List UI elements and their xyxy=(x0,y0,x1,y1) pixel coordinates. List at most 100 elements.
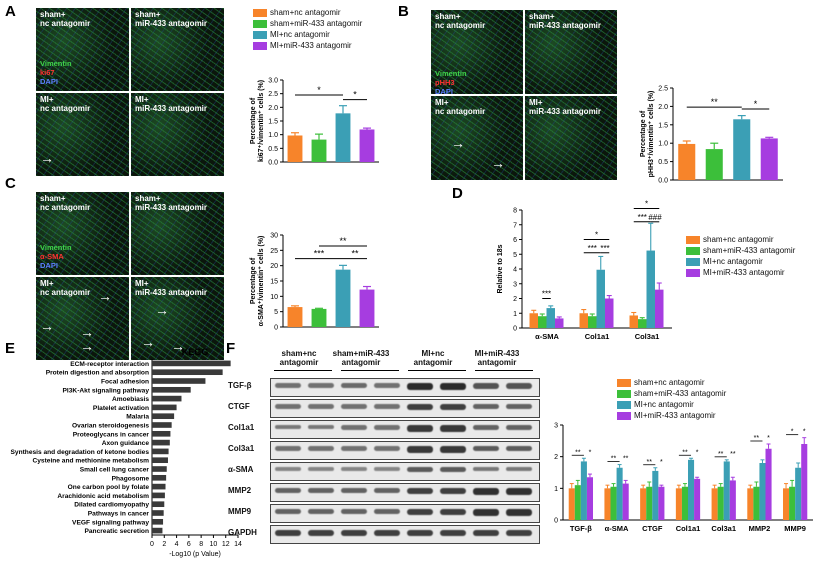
significance-label: * xyxy=(589,449,592,456)
panel-label-f: F xyxy=(226,340,236,357)
micrograph: sham+ miR-433 antagomir xyxy=(131,8,224,91)
blot-band xyxy=(308,467,334,471)
stain-label: Vimentin xyxy=(40,243,72,252)
bar xyxy=(646,486,653,520)
blot-band xyxy=(506,467,532,472)
bar xyxy=(152,378,206,384)
significance-label: * xyxy=(767,435,770,442)
bar xyxy=(568,488,575,520)
legend-swatch xyxy=(253,41,267,50)
stain-label: Vimentin xyxy=(435,69,467,78)
significance-label: ** xyxy=(351,249,359,259)
blot-band xyxy=(506,404,532,409)
legend-label: sham+miR-433 antagomir xyxy=(270,19,363,28)
blot-strip xyxy=(270,462,540,481)
x-tick-label: 10 xyxy=(210,541,218,548)
panel-label-c: C xyxy=(5,175,16,192)
significance-label: ** xyxy=(339,236,347,246)
x-tick-label: Col1a1 xyxy=(585,332,610,341)
stain-label: Vimentin xyxy=(40,59,72,68)
significance-label: ** xyxy=(730,451,736,458)
y-tick-label: 8 xyxy=(513,208,517,215)
legend-item: sham+miR-433 antagomir xyxy=(686,246,795,255)
blot-band xyxy=(407,467,433,473)
chart-title: KEGG xyxy=(182,347,209,357)
blot-band xyxy=(506,488,532,495)
significance-label: ** xyxy=(754,435,760,442)
legend-label: MI+miR-433 antagomir xyxy=(270,41,352,50)
bar xyxy=(605,298,614,328)
blot-strip xyxy=(270,399,540,418)
x-tick-label: 0 xyxy=(150,541,154,548)
blot-band xyxy=(374,467,400,471)
blot-band xyxy=(275,425,301,430)
legend-item: sham+nc antagomir xyxy=(253,8,340,17)
micrograph: MI+ miR-433 antagomir xyxy=(525,96,617,180)
category-label: Malaria xyxy=(126,414,149,421)
blot-row-label: α-SMA xyxy=(228,465,254,474)
significance-label: * xyxy=(754,99,758,109)
y-tick-label: 1.0 xyxy=(268,132,278,139)
category-label: PI3K-Akt signaling pathway xyxy=(63,387,150,394)
y-tick-label: 6 xyxy=(513,237,517,244)
legend-label: sham+nc antagomir xyxy=(703,235,774,244)
y-tick-label: 1.5 xyxy=(268,119,278,126)
micrograph: sham+ nc antagomir xyxy=(431,10,523,94)
y-tick-label: 4 xyxy=(513,267,517,274)
bar xyxy=(152,360,231,367)
blot-band xyxy=(308,488,334,493)
micrograph: MI+ nc antagomir → xyxy=(36,93,129,176)
y-tick-label: 7 xyxy=(513,222,517,229)
legend-swatch xyxy=(617,400,631,409)
bar xyxy=(580,461,587,520)
micrograph-caption: sham+ nc antagomir xyxy=(40,10,91,28)
y-tick-label: 2 xyxy=(554,454,558,461)
blot-band xyxy=(407,488,433,495)
bar xyxy=(579,313,588,328)
legend-swatch xyxy=(686,257,700,266)
blot-band xyxy=(473,404,499,409)
blot-band xyxy=(275,467,301,471)
bar xyxy=(152,457,168,464)
legend-item: MI+miR-433 antagomir xyxy=(617,411,716,420)
blot-band xyxy=(275,488,301,493)
bar xyxy=(629,315,638,328)
y-tick-label: 2.5 xyxy=(268,91,278,98)
blot-band xyxy=(440,530,466,537)
bar xyxy=(152,527,163,534)
x-tick-label: MMP9 xyxy=(784,524,806,533)
blot-row-label: CTGF xyxy=(228,402,250,411)
y-tick-label: 3 xyxy=(513,281,517,288)
bar xyxy=(760,138,778,180)
y-tick-label: 2.0 xyxy=(658,104,668,111)
legend-swatch xyxy=(686,235,700,244)
legend-swatch xyxy=(617,378,631,387)
arrow-icon: → xyxy=(40,318,54,334)
stain-label: α-SMA xyxy=(40,252,64,261)
x-tick-label: Col3a1 xyxy=(711,524,736,533)
micrograph-caption: MI+ nc antagomir xyxy=(435,98,486,116)
category-label: Small cell lung cancer xyxy=(80,467,150,474)
y-tick-label: 0.0 xyxy=(658,178,668,185)
significance-label: ** xyxy=(647,459,653,466)
y-axis-label: Relative to 18s xyxy=(497,244,504,293)
blot-group-underline xyxy=(274,370,332,371)
micrograph-caption: sham+ miR-433 antagomir xyxy=(135,10,208,28)
blot-band xyxy=(374,404,400,409)
bar xyxy=(152,413,175,420)
bar xyxy=(652,470,659,520)
panel-label-a: A xyxy=(5,3,16,20)
blot-band xyxy=(473,383,499,389)
blot-band xyxy=(374,488,400,493)
x-tick-label: 14 xyxy=(234,541,242,548)
legend-item: sham+nc antagomir xyxy=(617,378,704,387)
legend-item: sham+miR-433 antagomir xyxy=(253,19,362,28)
legend-item: MI+nc antagomir xyxy=(617,400,694,409)
y-tick-label: 3 xyxy=(554,423,558,430)
x-tick-label: MMP2 xyxy=(749,524,771,533)
bar xyxy=(311,139,327,162)
bar xyxy=(335,269,351,327)
legend-label: MI+nc antagomir xyxy=(703,257,763,266)
legend-swatch xyxy=(686,246,700,255)
